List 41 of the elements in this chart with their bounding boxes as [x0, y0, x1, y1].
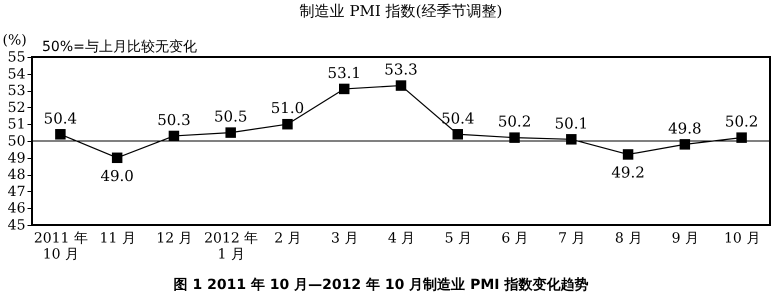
text: 50.3 [157, 110, 191, 129]
y-tick-label: 50 [8, 134, 26, 150]
y-tick-label: 51 [8, 116, 26, 133]
text: 50%=与上月比较无变化 [42, 39, 197, 55]
text: 53.3 [384, 60, 418, 79]
x-tick-label: 5 月 [444, 230, 472, 246]
y-tick-label: 53 [8, 83, 26, 100]
y-tick-label: 48 [8, 167, 26, 184]
text: 50.1 [554, 114, 588, 132]
y-tick-label: 52 [8, 100, 26, 116]
x-tick-label: 2 月 [274, 230, 302, 246]
x-tick-label: 12 月 [156, 230, 193, 246]
text: 49.8 [668, 119, 702, 138]
x-tick-label: 10 月 [724, 230, 760, 246]
x-tick-label: 8 月 [614, 230, 642, 246]
y-tick-label: 45 [8, 218, 26, 234]
y-tick-label: 55 [8, 50, 26, 66]
y-tick-label: 49 [8, 150, 26, 166]
text: 50.4 [44, 109, 78, 128]
text: 50.5 [214, 108, 248, 126]
x-tick-label: 6 月 [501, 230, 529, 246]
y-tick-label: 46 [8, 200, 26, 217]
text: 49.2 [611, 163, 645, 182]
text: 50.2 [724, 112, 758, 131]
x-tick-label: 2011 年 10 月 [34, 230, 88, 262]
y-axis-title: (%) [2, 32, 27, 48]
x-tick-label: 7 月 [558, 230, 586, 246]
x-tick-label: 2012 年 1 月 [204, 230, 258, 262]
text: 49.0 [100, 166, 134, 185]
x-tick-label: 11 月 [100, 230, 136, 246]
x-tick-label: 4 月 [388, 230, 416, 246]
text: 53.1 [328, 64, 361, 82]
x-tick-label: 9 月 [672, 230, 700, 246]
y-tick-label: 54 [8, 66, 26, 82]
chart-title: 制造业 PMI 指数(经季节调整) [300, 2, 502, 20]
x-tick-label: 3 月 [331, 230, 358, 246]
text: 50.4 [441, 109, 474, 128]
text: 51.0 [270, 99, 304, 118]
text: 50.2 [498, 112, 532, 131]
caption: 图 1 2011 年 10 月—2012 年 10 月制造业 PMI 指数变化趋势 [174, 276, 588, 293]
y-tick-label: 47 [8, 184, 26, 200]
